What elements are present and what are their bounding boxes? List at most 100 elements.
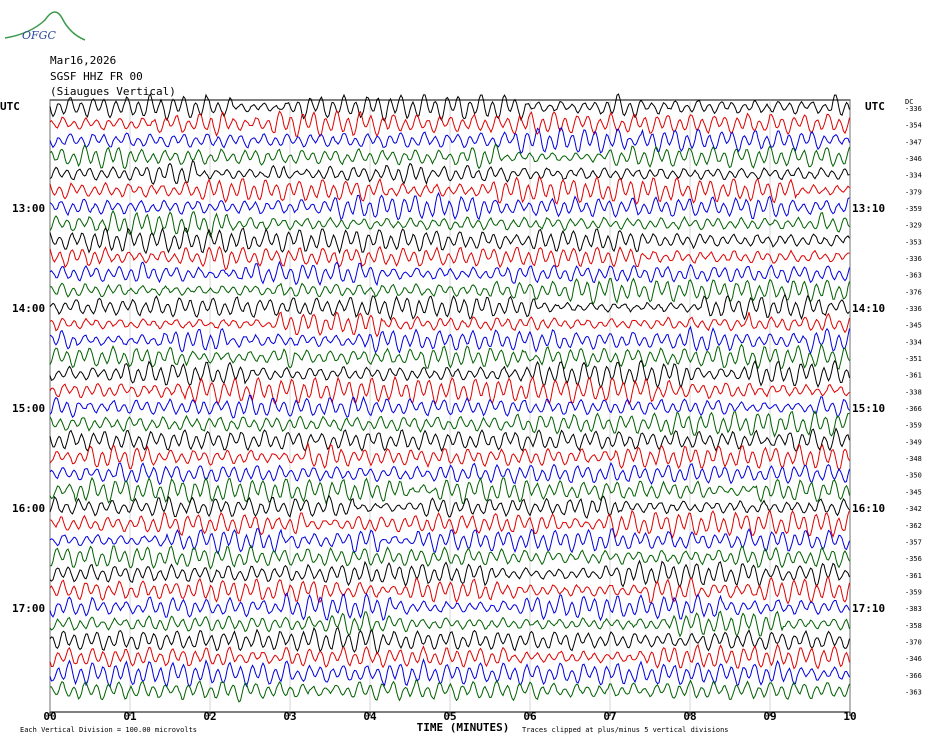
x-tick-label: 03 xyxy=(283,710,296,723)
dc-offset-label: -354 xyxy=(905,122,922,130)
location: (Siaugues Vertical) xyxy=(50,85,176,98)
dc-offset-label: -358 xyxy=(905,622,922,630)
left-time-label: 15:00 xyxy=(12,402,45,415)
logo-text: OFGC xyxy=(22,29,56,42)
trace xyxy=(49,592,850,622)
trace xyxy=(49,176,850,205)
trace xyxy=(49,494,850,519)
trace xyxy=(49,311,850,338)
dc-label: DC xyxy=(905,98,913,106)
dc-offset-label: -376 xyxy=(905,288,922,296)
trace xyxy=(49,527,850,555)
x-tick-label: 04 xyxy=(363,710,377,723)
dc-offset-label: -345 xyxy=(905,488,922,496)
x-tick-label: 05 xyxy=(443,710,456,723)
trace xyxy=(49,559,850,589)
trace xyxy=(49,626,850,655)
dc-offset-label: -361 xyxy=(905,372,922,380)
dc-offset-label: -346 xyxy=(905,155,922,163)
trace xyxy=(49,325,850,356)
dc-offset-label: -351 xyxy=(905,355,922,363)
dc-offset-label: -363 xyxy=(905,688,922,696)
dc-offset-label: -349 xyxy=(905,438,922,446)
trace xyxy=(49,657,850,688)
x-tick-label: 07 xyxy=(603,710,616,723)
dc-offset-label: -345 xyxy=(905,322,922,330)
footnote-left: Each Vertical Division = 100.00 microvol… xyxy=(20,726,197,734)
trace xyxy=(49,394,850,419)
right-time-label: 15:10 xyxy=(852,402,885,415)
trace xyxy=(49,260,850,287)
dc-offset-label: -366 xyxy=(905,672,922,680)
x-axis-title: TIME (MINUTES) xyxy=(417,721,510,734)
trace xyxy=(49,409,850,438)
x-tick-label: 02 xyxy=(203,710,216,723)
dc-offset-label: -359 xyxy=(905,205,922,213)
trace xyxy=(49,442,850,471)
dc-offset-label: -336 xyxy=(905,255,922,263)
trace xyxy=(49,143,850,170)
trace xyxy=(49,226,850,255)
left-time-label: 16:00 xyxy=(12,502,45,515)
trace xyxy=(50,277,850,306)
station: SGSF HHZ FR 00 xyxy=(50,70,143,83)
trace xyxy=(49,93,850,122)
trace xyxy=(50,679,850,703)
dc-offset-label: -353 xyxy=(905,238,922,246)
trace xyxy=(49,359,850,389)
trace xyxy=(49,110,850,138)
left-time-label: 17:00 xyxy=(12,602,45,615)
dc-offset-label: -347 xyxy=(905,138,922,146)
left-time-label: 14:00 xyxy=(12,302,45,315)
trace xyxy=(49,575,850,605)
dc-offset-label: -359 xyxy=(905,422,922,430)
right-unit: UTC xyxy=(865,100,885,113)
dc-offset-label: -356 xyxy=(905,555,922,563)
trace xyxy=(49,509,850,539)
x-tick-label: 06 xyxy=(523,710,537,723)
dc-offset-label: -336 xyxy=(905,105,922,113)
trace xyxy=(49,245,850,271)
dc-offset-label: -342 xyxy=(905,505,922,513)
trace xyxy=(49,375,850,406)
dc-offset-label: -334 xyxy=(905,338,922,346)
x-tick-label: 01 xyxy=(123,710,137,723)
dc-offset-label: -329 xyxy=(905,222,922,230)
trace xyxy=(49,476,850,505)
dc-offset-label: -359 xyxy=(905,588,922,596)
dc-offset-label: -350 xyxy=(905,472,922,480)
right-time-label: 13:10 xyxy=(852,202,885,215)
footnote-right: Traces clipped at plus/minus 5 vertical … xyxy=(522,726,729,734)
dc-offset-label: -370 xyxy=(905,638,922,646)
dc-offset-label: -348 xyxy=(905,455,922,463)
dc-offset-label: -334 xyxy=(905,172,922,180)
trace xyxy=(49,462,850,485)
trace xyxy=(49,191,850,221)
left-time-label: 13:00 xyxy=(12,202,45,215)
x-tick-label: 08 xyxy=(683,710,696,723)
dc-offset-label: -363 xyxy=(905,272,922,280)
right-time-label: 14:10 xyxy=(852,302,885,315)
dc-offset-label: -379 xyxy=(905,188,922,196)
x-tick-label: 09 xyxy=(763,710,776,723)
trace xyxy=(49,159,850,186)
left-unit: UTC xyxy=(0,100,20,113)
trace xyxy=(49,427,850,452)
logo: OFGC xyxy=(4,11,86,42)
date: Mar16,2026 xyxy=(50,54,116,67)
trace xyxy=(49,544,850,570)
right-time-label: 17:10 xyxy=(852,602,885,615)
dc-offset-label: -357 xyxy=(905,538,922,546)
trace xyxy=(49,293,850,321)
right-time-label: 16:10 xyxy=(852,502,885,515)
x-tick-label: 10 xyxy=(843,710,856,723)
trace xyxy=(49,610,850,638)
trace xyxy=(49,643,850,670)
dc-offset-label: -361 xyxy=(905,572,922,580)
trace xyxy=(49,343,850,370)
dc-offset-label: -362 xyxy=(905,522,922,530)
dc-offset-label: -346 xyxy=(905,655,922,663)
trace xyxy=(49,209,850,238)
x-tick-label: 00 xyxy=(43,710,56,723)
